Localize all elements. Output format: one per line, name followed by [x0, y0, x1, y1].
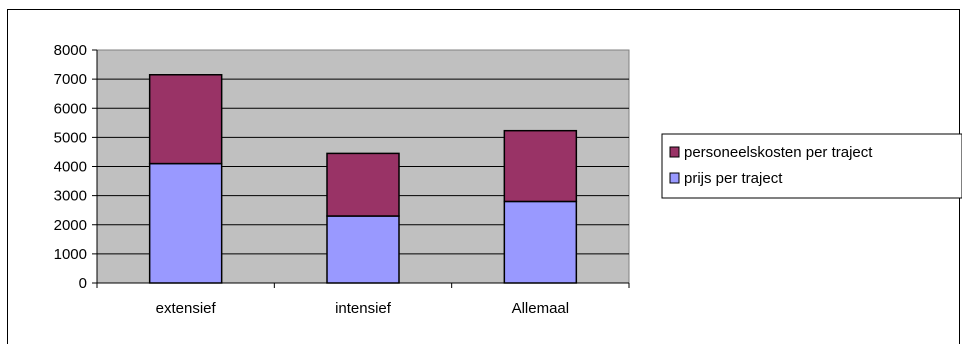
- legend-box: [661, 133, 962, 199]
- legend-swatch: [669, 172, 680, 184]
- legend-label: prijs per traject: [684, 170, 783, 187]
- x-tick-label: intensief: [335, 300, 392, 317]
- y-tick-label: 2000: [54, 217, 87, 234]
- bar-allemaal-personeelskosten: [503, 129, 578, 203]
- legend-swatch: [669, 146, 680, 158]
- y-tick-label: 8000: [54, 42, 87, 59]
- x-tick-label: extensief: [156, 300, 217, 317]
- y-tick-label: 4000: [54, 159, 87, 176]
- bar-intensief-personeelskosten: [326, 152, 400, 217]
- bar-intensief-prijs: [326, 215, 400, 284]
- y-tick-label: 0: [79, 275, 87, 292]
- x-tick-label: Allemaal: [512, 300, 570, 317]
- y-tick-label: 7000: [54, 71, 87, 88]
- legend: personeelskosten per traject prijs per tr…: [661, 133, 962, 199]
- bar-allemaal-prijs: [503, 200, 578, 284]
- legend-label: personeelskosten per traject: [684, 144, 873, 161]
- y-tick-label: 3000: [54, 188, 87, 205]
- x-axis-tick-labels: extensief intensief Allemaal: [156, 300, 569, 317]
- bars: [148, 74, 578, 284]
- bar-extensief-prijs: [148, 162, 223, 284]
- y-tick-label: 6000: [54, 100, 87, 117]
- y-axis-tick-labels: 0 1000 2000 3000 4000 5000 6000 7000 8000: [54, 42, 87, 292]
- y-tick-label: 5000: [54, 129, 87, 146]
- bar-extensief-personeelskosten: [148, 74, 223, 165]
- axes: [92, 49, 630, 288]
- y-tick-label: 1000: [54, 246, 87, 263]
